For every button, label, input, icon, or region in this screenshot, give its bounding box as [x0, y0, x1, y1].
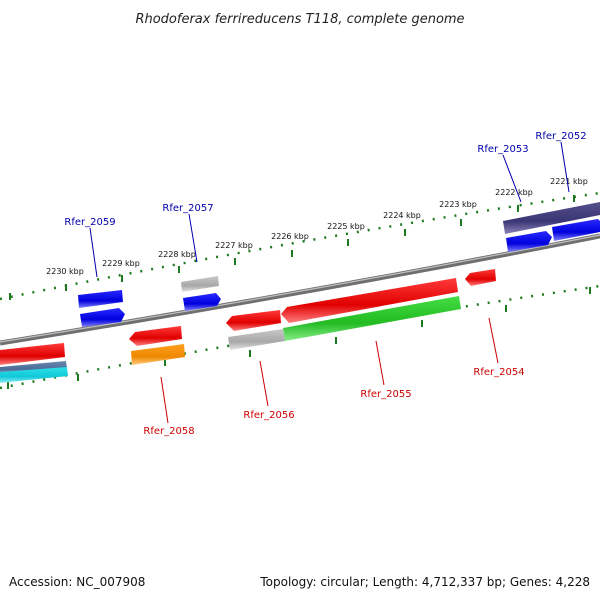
gene-left-cyan[interactable]	[0, 367, 68, 383]
major-ticks	[7, 195, 591, 389]
genome-summary-text: Topology: circular; Length: 4,712,337 bp…	[259, 575, 590, 589]
kbp-label: 2227 kbp	[215, 241, 253, 250]
gene-label-rfer-2058[interactable]: Rfer_2058	[143, 426, 194, 437]
gene-label-rfer-2059[interactable]: Rfer_2059	[64, 217, 115, 228]
kbp-label: 2230 kbp	[46, 267, 84, 276]
kbp-label: 2221 kbp	[550, 177, 588, 186]
reverse-genes	[0, 269, 496, 383]
gene-rfer-2058-orange[interactable]	[131, 344, 185, 365]
kbp-label: 2223 kbp	[439, 200, 477, 209]
kbp-label: 2229 kbp	[102, 259, 140, 268]
kbp-label: 2228 kbp	[158, 250, 196, 259]
kbp-labels: 2230 kbp 2229 kbp 2228 kbp 2227 kbp 2226…	[46, 177, 588, 276]
kbp-label: 2222 kbp	[495, 188, 533, 197]
gene-rfer-2055[interactable]	[281, 278, 458, 323]
gene-label-rfer-2055[interactable]: Rfer_2055	[360, 389, 411, 400]
gene-rfer-2058[interactable]	[129, 326, 182, 346]
accession-text: Accession: NC_007908	[9, 575, 145, 589]
gene-rfer-2057[interactable]	[183, 293, 221, 311]
kbp-label: 2226 kbp	[271, 232, 309, 241]
gene-rfer-2059[interactable]	[78, 290, 123, 308]
gene-rfer-2052[interactable]	[552, 219, 600, 241]
gene-rfer-2056[interactable]	[226, 310, 281, 331]
gene-left-red[interactable]	[0, 343, 65, 365]
kbp-label: 2225 kbp	[327, 222, 365, 231]
gene-label-rfer-2056[interactable]: Rfer_2056	[243, 410, 294, 421]
gene-labels: Rfer_2052 Rfer_2053 Rfer_2057 Rfer_2059 …	[64, 131, 586, 437]
genome-backbone	[0, 233, 600, 346]
gene-rfer-2053[interactable]	[506, 231, 552, 252]
gene-label-rfer-2054[interactable]: Rfer_2054	[473, 367, 524, 378]
gene-label-rfer-2052[interactable]: Rfer_2052	[535, 131, 586, 142]
gene-rfer-2057-upper[interactable]	[181, 276, 219, 292]
kbp-label: 2224 kbp	[383, 211, 421, 220]
map-title: Rhodoferax ferrireducens T118, complete …	[135, 12, 464, 27]
gene-label-rfer-2053[interactable]: Rfer_2053	[477, 144, 528, 155]
gene-rfer-2054[interactable]	[465, 269, 496, 286]
gene-label-rfer-2057[interactable]: Rfer_2057	[162, 203, 213, 214]
gene-rfer-2059-lower[interactable]	[80, 308, 125, 327]
forward-genes	[78, 202, 600, 327]
gene-rfer-2056-grey[interactable]	[228, 329, 285, 350]
gene-rfer-2053-upper[interactable]	[503, 202, 600, 234]
label-leaders	[89, 141, 570, 424]
gene-rfer-2055-green[interactable]	[283, 296, 461, 341]
